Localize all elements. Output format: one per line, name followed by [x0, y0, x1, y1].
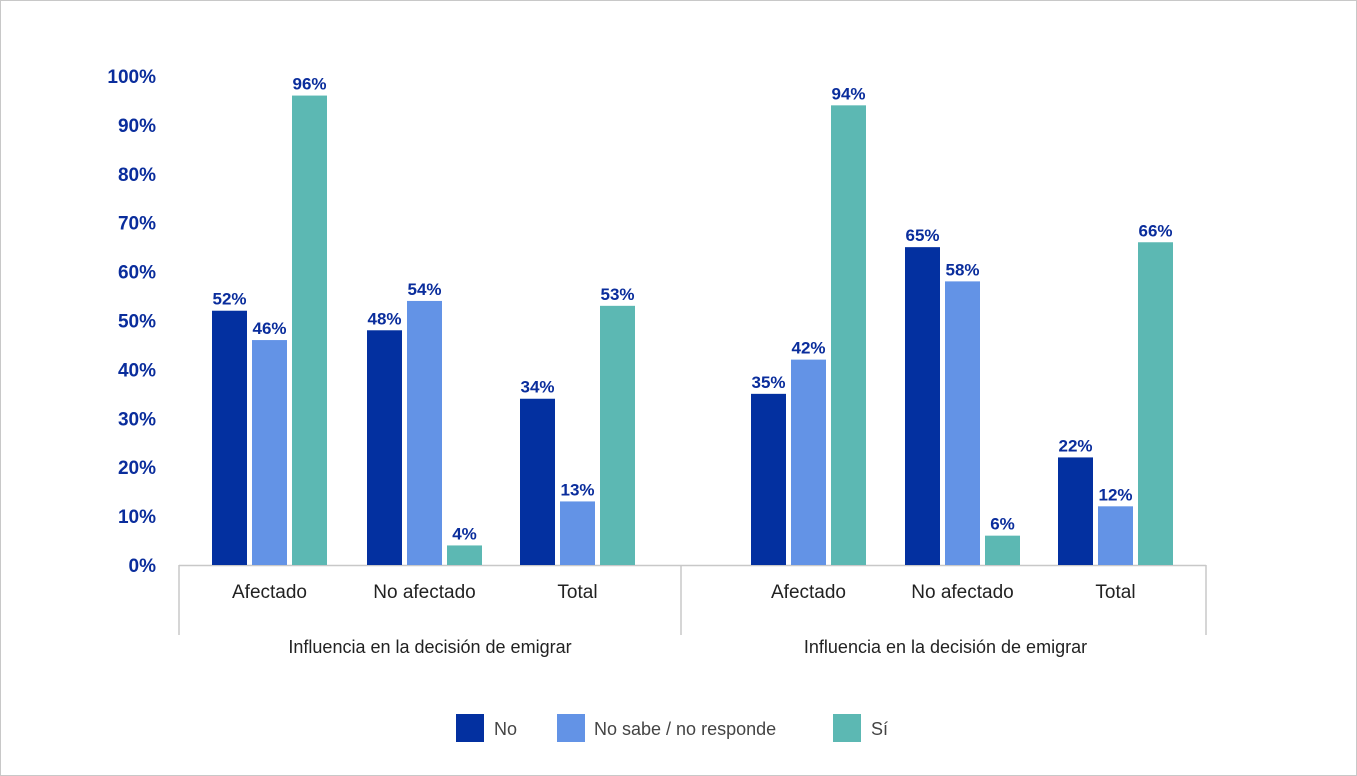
data-label: 22% — [1058, 436, 1092, 455]
bar-si — [447, 545, 482, 565]
y-tick-label: 70% — [118, 214, 156, 235]
y-tick-label: 100% — [107, 67, 156, 88]
data-label: 35% — [751, 373, 785, 392]
category-label: Total — [557, 582, 597, 603]
data-label: 52% — [212, 290, 246, 309]
bar-no — [367, 330, 402, 565]
legend-swatch — [456, 714, 484, 742]
bar-no-sabe — [791, 359, 826, 565]
legend-label: No — [494, 719, 517, 739]
y-tick-label: 80% — [118, 165, 156, 186]
bar-si — [600, 305, 635, 565]
bar-no-sabe — [560, 501, 595, 565]
bar-no-sabe — [945, 281, 980, 565]
bar-si — [292, 95, 327, 565]
bar-no — [1058, 457, 1093, 565]
data-label: 46% — [252, 319, 286, 338]
data-label: 42% — [791, 339, 825, 358]
category-label: Total — [1095, 582, 1135, 603]
y-tick-label: 10% — [118, 507, 156, 528]
bar-no — [751, 393, 786, 565]
y-tick-label: 30% — [118, 409, 156, 430]
bar-no-sabe — [407, 300, 442, 565]
data-label: 58% — [945, 260, 979, 279]
data-label: 65% — [905, 226, 939, 245]
data-label: 48% — [367, 309, 401, 328]
group-label: Influencia en la decisión de emigrar — [288, 637, 571, 657]
bar-no — [905, 247, 940, 565]
legend-label: Sí — [871, 719, 888, 739]
data-label: 4% — [452, 524, 477, 543]
legend-label: No sabe / no responde — [594, 719, 776, 739]
category-label: No afectado — [911, 582, 1013, 603]
y-tick-label: 90% — [118, 116, 156, 137]
bar-si — [985, 535, 1020, 565]
bar-no-sabe — [1098, 506, 1133, 565]
data-label: 34% — [520, 378, 554, 397]
bar-no — [212, 310, 247, 565]
bar-no-sabe — [252, 340, 287, 565]
category-label: Afectado — [771, 582, 846, 603]
category-label: Afectado — [232, 582, 307, 603]
data-label: 13% — [560, 480, 594, 499]
data-label: 66% — [1138, 221, 1172, 240]
data-label: 54% — [407, 280, 441, 299]
y-tick-label: 20% — [118, 458, 156, 479]
bar-si — [1138, 242, 1173, 565]
data-label: 53% — [600, 285, 634, 304]
data-label: 94% — [831, 84, 865, 103]
group-label: Influencia en la decisión de emigrar — [804, 637, 1087, 657]
data-label: 96% — [292, 75, 326, 94]
bar-si — [831, 105, 866, 565]
legend-swatch — [557, 714, 585, 742]
data-label: 6% — [990, 515, 1015, 534]
data-label: 12% — [1098, 485, 1132, 504]
y-tick-label: 60% — [118, 263, 156, 284]
legend-swatch — [833, 714, 861, 742]
y-tick-label: 40% — [118, 360, 156, 381]
y-tick-label: 50% — [118, 312, 156, 333]
category-label: No afectado — [373, 582, 475, 603]
y-tick-label: 0% — [129, 556, 157, 577]
bar-no — [520, 398, 555, 565]
